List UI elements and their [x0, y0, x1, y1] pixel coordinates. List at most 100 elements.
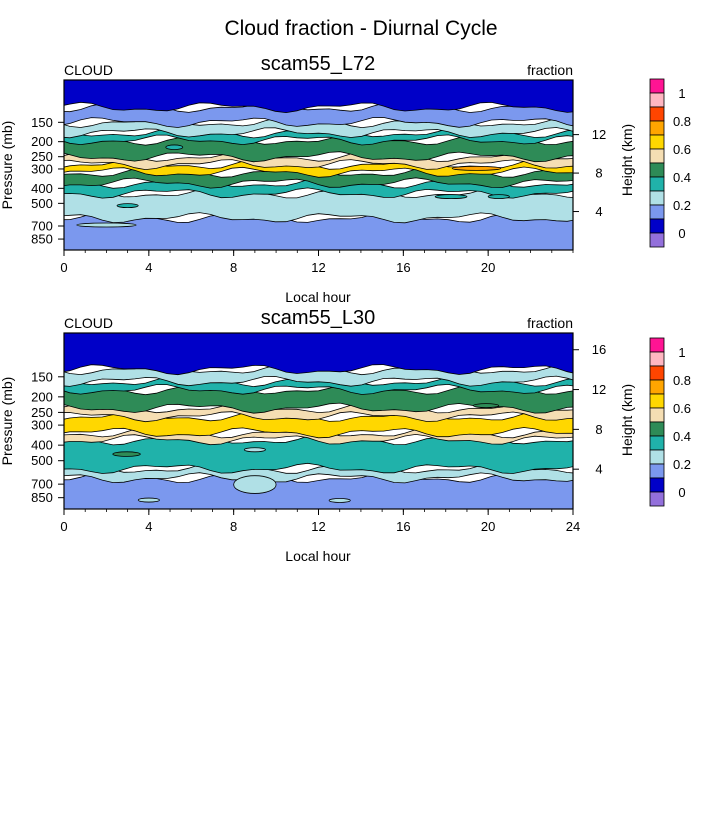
colorbar: 1 0.8 0.6 0.4 0.2 0 [649, 337, 691, 507]
colorbar-swatch [649, 78, 665, 94]
y-tick-label: 500 [31, 453, 53, 468]
x-tick-label: 12 [311, 260, 325, 275]
x-tick-label: 4 [145, 519, 152, 534]
panel-left-label: CLOUD [64, 62, 113, 78]
contour-plot-area [64, 80, 573, 250]
colorbar-swatch [649, 176, 665, 192]
panel-right-label: fraction [527, 62, 573, 78]
colorbar-swatch [649, 92, 665, 108]
y2-tick-label: 4 [595, 204, 602, 219]
y-tick-label: 300 [31, 161, 53, 176]
figure-title: Cloud fraction - Diurnal Cycle [224, 17, 497, 40]
x-tick-label: 12 [311, 519, 325, 534]
contour-patch [137, 497, 160, 503]
colorbar-swatch [649, 190, 665, 206]
contour-patch [76, 222, 137, 228]
colorbar-swatch [649, 351, 665, 367]
x-tick-label: 8 [230, 260, 237, 275]
colorbar-label: 0.6 [673, 401, 691, 416]
colorbar-swatch [649, 421, 665, 437]
y-axis-label: Pressure (mb) [0, 377, 15, 466]
colorbar-label: 0.4 [673, 170, 691, 185]
colorbar-label: 0.2 [673, 198, 691, 213]
colorbar-label: 0.8 [673, 373, 691, 388]
contour-band [64, 434, 573, 474]
x-tick-label: 16 [396, 519, 410, 534]
colorbar-swatch [649, 162, 665, 178]
colorbar-label: 0.2 [673, 457, 691, 472]
panel-scam55-L72: CLOUD scam55_L72 fraction Local hour Pre… [0, 53, 691, 305]
colorbar-swatch [649, 407, 665, 423]
y-axis-label: Pressure (mb) [0, 121, 15, 210]
x-tick-label: 16 [396, 260, 410, 275]
colorbar-swatch [649, 148, 665, 164]
y2-axis-label: Height (km) [619, 384, 635, 456]
colorbar-swatch [649, 449, 665, 465]
colorbar-swatch [649, 106, 665, 122]
colorbar-swatch [649, 120, 665, 136]
colorbar-swatch [649, 204, 665, 220]
y-tick-label: 300 [31, 418, 53, 433]
x-tick-label: 24 [566, 519, 580, 534]
y-tick-label: 400 [31, 438, 53, 453]
colorbar-label: 0.8 [673, 114, 691, 129]
contour-patch [165, 144, 184, 151]
y-tick-label: 250 [31, 405, 53, 420]
y2-tick-label: 12 [592, 127, 606, 142]
colorbar-swatch [649, 134, 665, 150]
x-tick-label: 8 [230, 519, 237, 534]
y-tick-label: 150 [31, 115, 53, 130]
panel-left-label: CLOUD [64, 315, 113, 331]
contour-band [64, 80, 573, 114]
x-axis-label: Local hour [285, 548, 351, 564]
y2-axis-label: Height (km) [619, 124, 635, 196]
contour-patch [451, 165, 502, 171]
colorbar-swatch [649, 337, 665, 353]
y2-tick-label: 12 [592, 382, 606, 397]
colorbar-label: 0.4 [673, 429, 691, 444]
y-tick-label: 250 [31, 149, 53, 164]
y-tick-label: 200 [31, 134, 53, 149]
y2-tick-label: 8 [595, 166, 602, 181]
contour-patch [116, 203, 139, 209]
y-tick-label: 850 [31, 232, 53, 247]
panel-scam55-L30: CLOUD scam55_L30 fraction Local hour Pre… [0, 307, 691, 564]
colorbar-swatch [649, 379, 665, 395]
contour-patch [487, 194, 510, 200]
contour-plot-area [64, 333, 573, 509]
x-tick-label: 20 [481, 260, 495, 275]
y2-tick-label: 4 [595, 462, 602, 477]
panel-title: scam55_L72 [261, 53, 376, 75]
colorbar-swatch [649, 435, 665, 451]
colorbar: 1 0.8 0.6 0.4 0.2 0 [649, 78, 691, 248]
colorbar-label: 0 [678, 485, 685, 500]
contour-patch [328, 498, 351, 503]
x-axis-label: Local hour [285, 289, 351, 305]
x-tick-label: 4 [145, 260, 152, 275]
contour-band [64, 410, 573, 439]
contour-patch [434, 194, 468, 200]
colorbar-label: 0 [678, 226, 685, 241]
y2-tick-label: 16 [592, 342, 606, 357]
colorbar-swatch [649, 365, 665, 381]
contour-patch [472, 403, 500, 409]
colorbar-label: 0.6 [673, 142, 691, 157]
colorbar-swatch [649, 218, 665, 234]
colorbar-swatch [649, 491, 665, 507]
y-tick-label: 700 [31, 477, 53, 492]
contour-patch [243, 447, 266, 453]
x-tick-label: 0 [60, 260, 67, 275]
y-tick-label: 150 [31, 369, 53, 384]
colorbar-swatch [649, 463, 665, 479]
contour-patch [233, 475, 277, 494]
y-tick-label: 500 [31, 196, 53, 211]
y-tick-label: 200 [31, 389, 53, 404]
y-tick-label: 850 [31, 490, 53, 505]
y2-tick-label: 8 [595, 422, 602, 437]
colorbar-label: 1 [678, 86, 685, 101]
colorbar-swatch [649, 232, 665, 248]
contour-band [64, 333, 573, 376]
colorbar-label: 1 [678, 345, 685, 360]
